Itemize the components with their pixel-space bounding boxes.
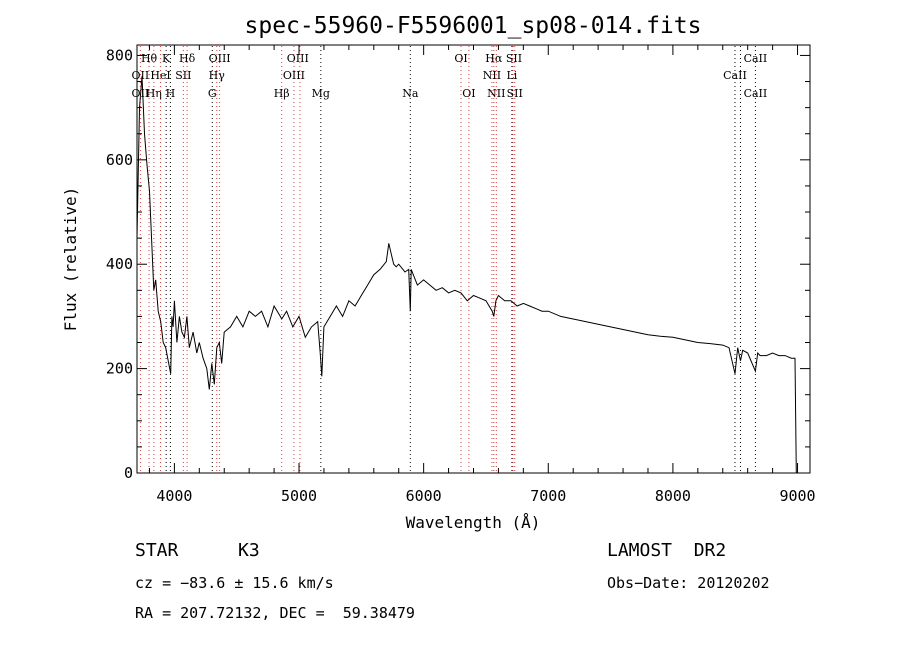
y-tick-label: 200 bbox=[106, 360, 133, 378]
x-tick-label: 7000 bbox=[530, 487, 566, 505]
line-label: NII bbox=[487, 87, 505, 100]
reference-lines bbox=[139, 46, 756, 472]
line-label: NII bbox=[483, 69, 501, 82]
x-tick-label: 4000 bbox=[156, 487, 192, 505]
ra-dec: RA = 207.72132, DEC = 59.38479 bbox=[135, 604, 415, 622]
object-class: STAR bbox=[135, 540, 179, 561]
line-label: CaII bbox=[723, 69, 747, 82]
line-label: SII bbox=[175, 69, 191, 82]
line-label: OI bbox=[462, 87, 475, 100]
x-tick-label: 6000 bbox=[406, 487, 442, 505]
line-label: Hθ bbox=[141, 52, 158, 65]
line-label: Hδ bbox=[179, 52, 196, 65]
x-tick-label: 5000 bbox=[281, 487, 317, 505]
line-label: SII bbox=[507, 87, 523, 100]
redshift-cz: cz = −83.6 ± 15.6 km/s bbox=[135, 574, 334, 592]
line-label: HeI bbox=[150, 69, 170, 82]
survey-name: LAMOST DR2 bbox=[607, 540, 727, 561]
line-label: SII bbox=[506, 52, 522, 65]
line-label: CaII bbox=[744, 52, 768, 65]
line-label: K bbox=[162, 52, 171, 65]
line-label: H bbox=[166, 87, 176, 100]
x-tick-label: 9000 bbox=[779, 487, 815, 505]
spectrum-line bbox=[136, 76, 797, 474]
line-label: OII bbox=[132, 69, 150, 82]
line-label: Hγ bbox=[209, 69, 226, 82]
line-label: OIII bbox=[287, 52, 309, 65]
line-label: OIII bbox=[283, 69, 305, 82]
line-label: OIII bbox=[209, 52, 231, 65]
y-tick-label: 800 bbox=[106, 46, 133, 64]
line-label: Hβ bbox=[274, 87, 290, 100]
line-label: Mg bbox=[312, 87, 330, 100]
x-axis-ticks: 4000 5000 6000 7000 8000 9000 bbox=[148, 45, 816, 505]
object-subclass: K3 bbox=[238, 540, 260, 561]
line-label: CaII bbox=[744, 87, 768, 100]
y-axis-ticks: 0 200 400 600 800 bbox=[106, 46, 810, 482]
obs-date: Obs−Date: 20120202 bbox=[607, 574, 770, 592]
plot-frame bbox=[136, 44, 811, 474]
y-tick-label: 400 bbox=[106, 255, 133, 273]
y-tick-label: 0 bbox=[124, 464, 133, 482]
x-tick-label: 8000 bbox=[655, 487, 691, 505]
line-label: Hη bbox=[146, 87, 162, 100]
x-axis-label: Wavelength (Å) bbox=[406, 513, 541, 532]
line-label: Li bbox=[506, 69, 517, 82]
line-label: G bbox=[208, 87, 217, 100]
line-label: Na bbox=[402, 87, 419, 100]
y-axis-label: Flux (relative) bbox=[61, 187, 80, 332]
y-tick-label: 600 bbox=[106, 151, 133, 169]
line-label: Hα bbox=[485, 52, 503, 65]
line-label: OI bbox=[454, 52, 467, 65]
chart-title: spec-55960-F5596001_sp08-014.fits bbox=[245, 13, 702, 39]
